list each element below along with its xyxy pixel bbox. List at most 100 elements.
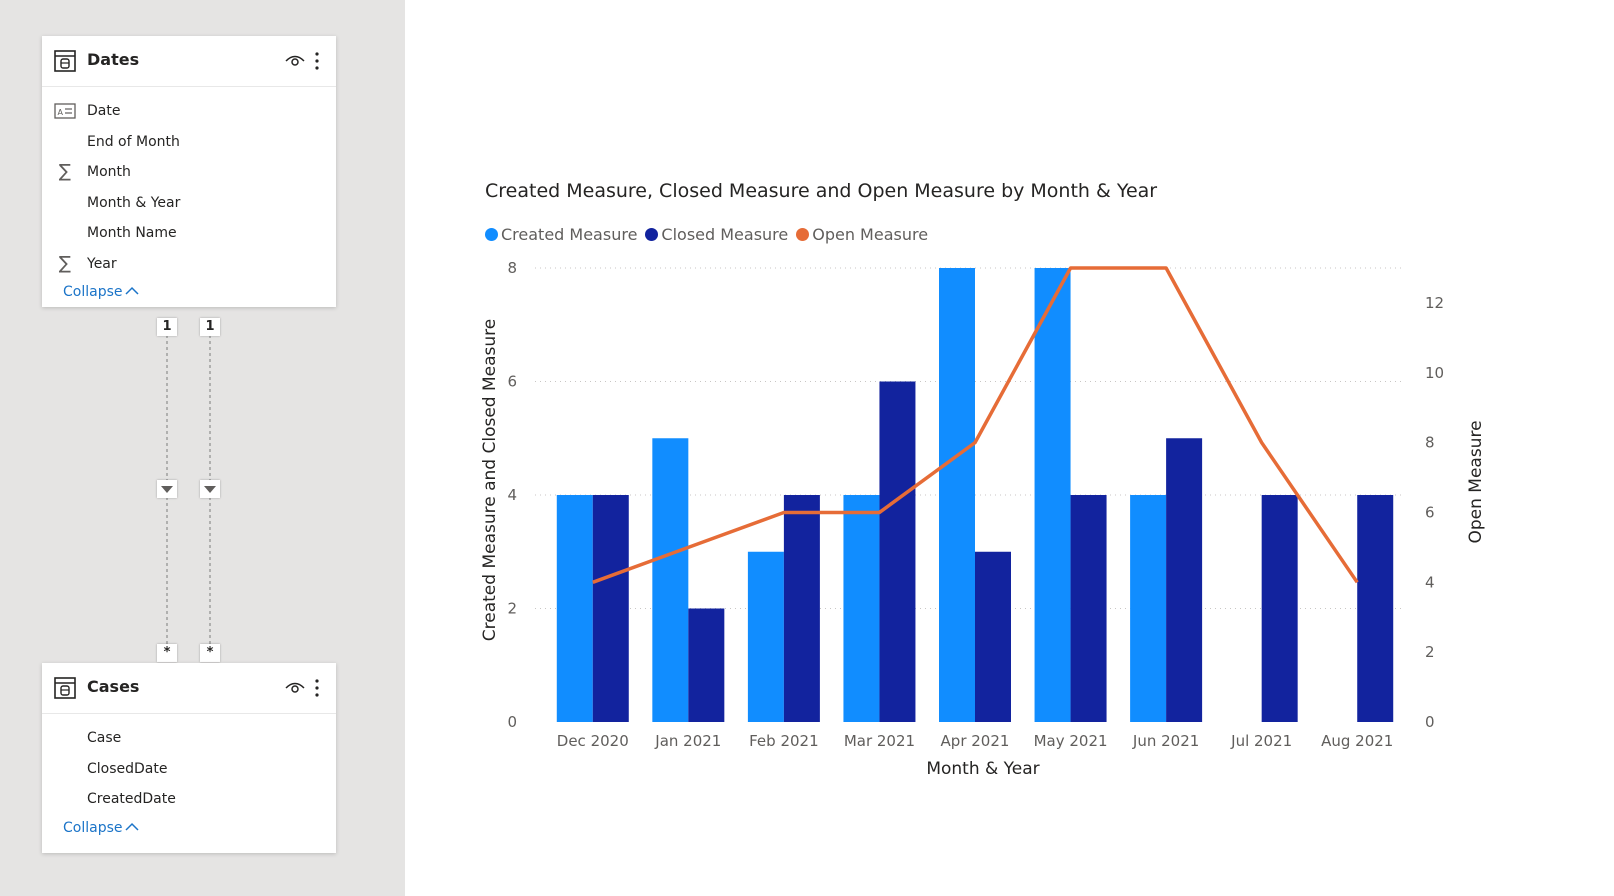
- x-tick-label: Feb 2021: [749, 732, 819, 750]
- x-tick-label: May 2021: [1034, 732, 1108, 750]
- relationship-one-badge[interactable]: 1: [157, 318, 177, 336]
- y2-tick-label: 6: [1425, 503, 1435, 521]
- field-name: CreatedDate: [87, 791, 176, 807]
- legend-dot-closed: [645, 228, 659, 241]
- y2-tick-label: 12: [1425, 294, 1444, 312]
- bar-created[interactable]: [1034, 268, 1071, 722]
- field-closeddate[interactable]: ClosedDate: [42, 755, 336, 786]
- bar-created[interactable]: [747, 551, 784, 722]
- legend-item-closed[interactable]: Closed Measure: [645, 225, 788, 244]
- collapse-button[interactable]: Collapse: [42, 280, 336, 306]
- bar-created[interactable]: [556, 495, 593, 722]
- chart-title: Created Measure, Closed Measure and Open…: [485, 180, 1158, 202]
- model-view-pane: Dates A Date End of: [0, 0, 405, 896]
- legend-dot-open: [796, 228, 810, 241]
- relationship-many-badge[interactable]: *: [157, 644, 177, 662]
- field-name: ClosedDate: [87, 760, 168, 777]
- y-axis-title: Created Measure and Closed Measure: [480, 319, 500, 641]
- y-tick-label: 2: [507, 600, 517, 618]
- bar-closed[interactable]: [975, 551, 1011, 722]
- more-options-icon[interactable]: [312, 677, 322, 699]
- legend-label: Created Measure: [501, 225, 638, 244]
- collapse-label: Collapse: [63, 284, 123, 300]
- filter-direction-arrow-icon[interactable]: [200, 480, 220, 498]
- chevron-up-icon: [125, 822, 139, 831]
- legend-item-created[interactable]: Created Measure: [485, 225, 637, 244]
- line-open-measure[interactable]: [592, 266, 1359, 584]
- collapse-label: Collapse: [63, 819, 123, 836]
- table-card-header[interactable]: Cases: [42, 663, 336, 714]
- y2-tick-label: 10: [1425, 364, 1444, 382]
- x-tick-label: Mar 2021: [844, 732, 915, 750]
- x-tick-label: Jun 2021: [1132, 732, 1199, 750]
- y2-tick-label: 4: [1425, 573, 1435, 591]
- field-name: Month Name: [87, 225, 177, 241]
- chart-plot: 0 2 4 6 8 0 2 4 6 8 10 12 Dec 2020 Jan 2021 Feb 2021 Ma…: [480, 259, 1486, 779]
- field-end-of-month[interactable]: End of Month: [42, 128, 336, 159]
- sigma-icon: ∑: [58, 252, 72, 274]
- svg-text:A: A: [58, 108, 64, 117]
- y2-tick-label: 0: [1425, 713, 1435, 731]
- table-icon: [54, 50, 76, 72]
- field-name: Year: [87, 255, 117, 272]
- field-name: Month & Year: [87, 194, 181, 211]
- table-card-dates[interactable]: Dates A Date End of: [42, 36, 336, 307]
- table-title: Cases: [87, 677, 140, 696]
- x-tick-label: Jan 2021: [654, 732, 721, 750]
- legend-item-open[interactable]: Open Measure: [796, 225, 928, 244]
- field-month[interactable]: ∑ Month: [42, 158, 336, 189]
- field-case[interactable]: Case: [42, 724, 336, 755]
- chevron-up-icon: [125, 286, 139, 295]
- bar-closed[interactable]: [1166, 438, 1203, 722]
- eye-icon[interactable]: [284, 679, 306, 695]
- field-year[interactable]: ∑ Year: [42, 250, 336, 281]
- relationship-one-badge[interactable]: 1: [200, 318, 220, 336]
- bar-closed[interactable]: [783, 495, 820, 722]
- sigma-icon: ∑: [58, 161, 72, 182]
- y2-tick-label: 2: [1425, 643, 1435, 661]
- table-card-cases[interactable]: Cases Case ClosedDate CreatedDate Co: [42, 663, 336, 853]
- filter-direction-arrow-icon[interactable]: [157, 480, 177, 498]
- x-tick-label: Apr 2021: [941, 732, 1010, 750]
- bar-closed[interactable]: [879, 381, 916, 723]
- relationship-many-badge[interactable]: *: [200, 644, 220, 662]
- x-tick-label: Aug 2021: [1321, 732, 1393, 750]
- table-icon: [54, 677, 76, 699]
- field-name: End of Month: [87, 133, 180, 150]
- field-list: Case ClosedDate CreatedDate Collapse: [42, 714, 336, 842]
- field-name: Date: [87, 103, 121, 119]
- y2-tick-label: 8: [1425, 434, 1435, 452]
- y-tick-label: 0: [507, 713, 517, 731]
- eye-icon[interactable]: [284, 52, 306, 68]
- field-date[interactable]: A Date: [42, 97, 336, 128]
- combo-chart-visual[interactable]: Created Measure, Closed Measure and Open…: [405, 0, 1614, 896]
- collapse-button[interactable]: Collapse: [42, 816, 336, 842]
- legend-label: Closed Measure: [661, 225, 789, 244]
- bar-closed[interactable]: [1261, 495, 1298, 722]
- calendar-table-icon: A: [54, 103, 76, 119]
- bar-closed[interactable]: [688, 608, 725, 723]
- more-options-icon[interactable]: [312, 50, 322, 72]
- chart-legend: Created Measure Closed Measure Open Meas…: [485, 225, 928, 244]
- field-name: Month: [87, 164, 131, 180]
- bar-closed[interactable]: [1357, 495, 1394, 722]
- relationship-lines: [166, 335, 211, 645]
- y-tick-label: 6: [507, 373, 517, 391]
- y-tick-label: 8: [507, 259, 517, 277]
- field-name: Case: [87, 730, 122, 746]
- bar-created[interactable]: [939, 268, 975, 722]
- y-tick-label: 4: [507, 486, 517, 504]
- bar-created[interactable]: [1130, 495, 1167, 722]
- x-tick-label: Dec 2020: [557, 732, 629, 750]
- bar-closed[interactable]: [1070, 495, 1107, 722]
- legend-label: Open Measure: [812, 225, 929, 244]
- table-card-header[interactable]: Dates: [42, 36, 336, 87]
- field-createddate[interactable]: CreatedDate: [42, 785, 336, 816]
- bar-created[interactable]: [652, 438, 689, 722]
- table-title: Dates: [87, 50, 140, 69]
- field-month-name[interactable]: Month Name: [42, 219, 336, 250]
- field-month-and-year[interactable]: Month & Year: [42, 189, 336, 220]
- y2-axis-title: Open Measure: [1466, 420, 1486, 543]
- bar-closed[interactable]: [592, 495, 629, 722]
- bar-created[interactable]: [843, 495, 880, 722]
